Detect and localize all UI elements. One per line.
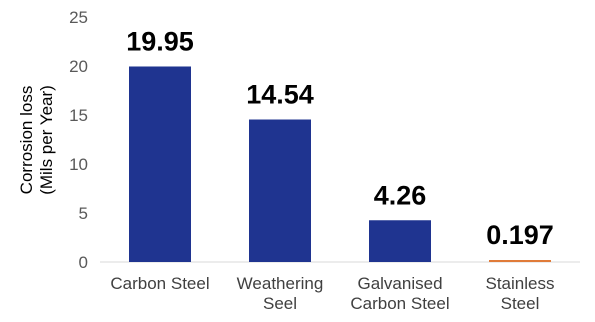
data-label: 4.26: [374, 180, 427, 210]
category-label: Stainless Steel: [486, 274, 555, 313]
y-tick-label: 25: [69, 8, 88, 27]
category-label-line: Carbon Steel: [350, 294, 449, 313]
y-axis-label: Corrosion loss(Mils per Year): [17, 85, 56, 195]
y-axis-label-line: (Mils per Year): [37, 85, 56, 195]
bar: [369, 220, 431, 262]
y-tick-label: 15: [69, 106, 88, 125]
category-label-line: Seel: [263, 294, 297, 313]
category-label: Galvanised Carbon Steel: [350, 274, 449, 313]
bar: [129, 66, 191, 263]
category-label-line: Stainless: [486, 274, 555, 293]
bar: [489, 260, 551, 262]
category-label-line: Weathering: [237, 274, 324, 293]
category-label: Carbon Steel: [110, 274, 209, 293]
bars: [129, 66, 551, 263]
y-axis-label-text: Corrosion loss(Mils per Year): [17, 85, 56, 195]
y-tick-label: 20: [69, 57, 88, 76]
bar: [249, 119, 311, 263]
category-label: Weathering Seel: [237, 274, 324, 313]
data-label: 0.197: [486, 220, 554, 250]
data-label: 14.54: [246, 80, 314, 110]
y-tick-label: 10: [69, 155, 88, 174]
category-label-line: Steel: [501, 294, 540, 313]
data-labels: 19.95 14.54 4.26 0.197: [126, 26, 554, 250]
y-axis-ticks: 0 5 10 15 20 25: [69, 8, 88, 272]
y-axis-label-line: Corrosion loss: [17, 86, 36, 195]
y-tick-label: 5: [79, 204, 88, 223]
y-tick-label: 0: [79, 253, 88, 272]
data-label: 19.95: [126, 26, 194, 56]
category-label-line: Carbon Steel: [110, 274, 209, 293]
category-label-line: Galvanised: [357, 274, 442, 293]
